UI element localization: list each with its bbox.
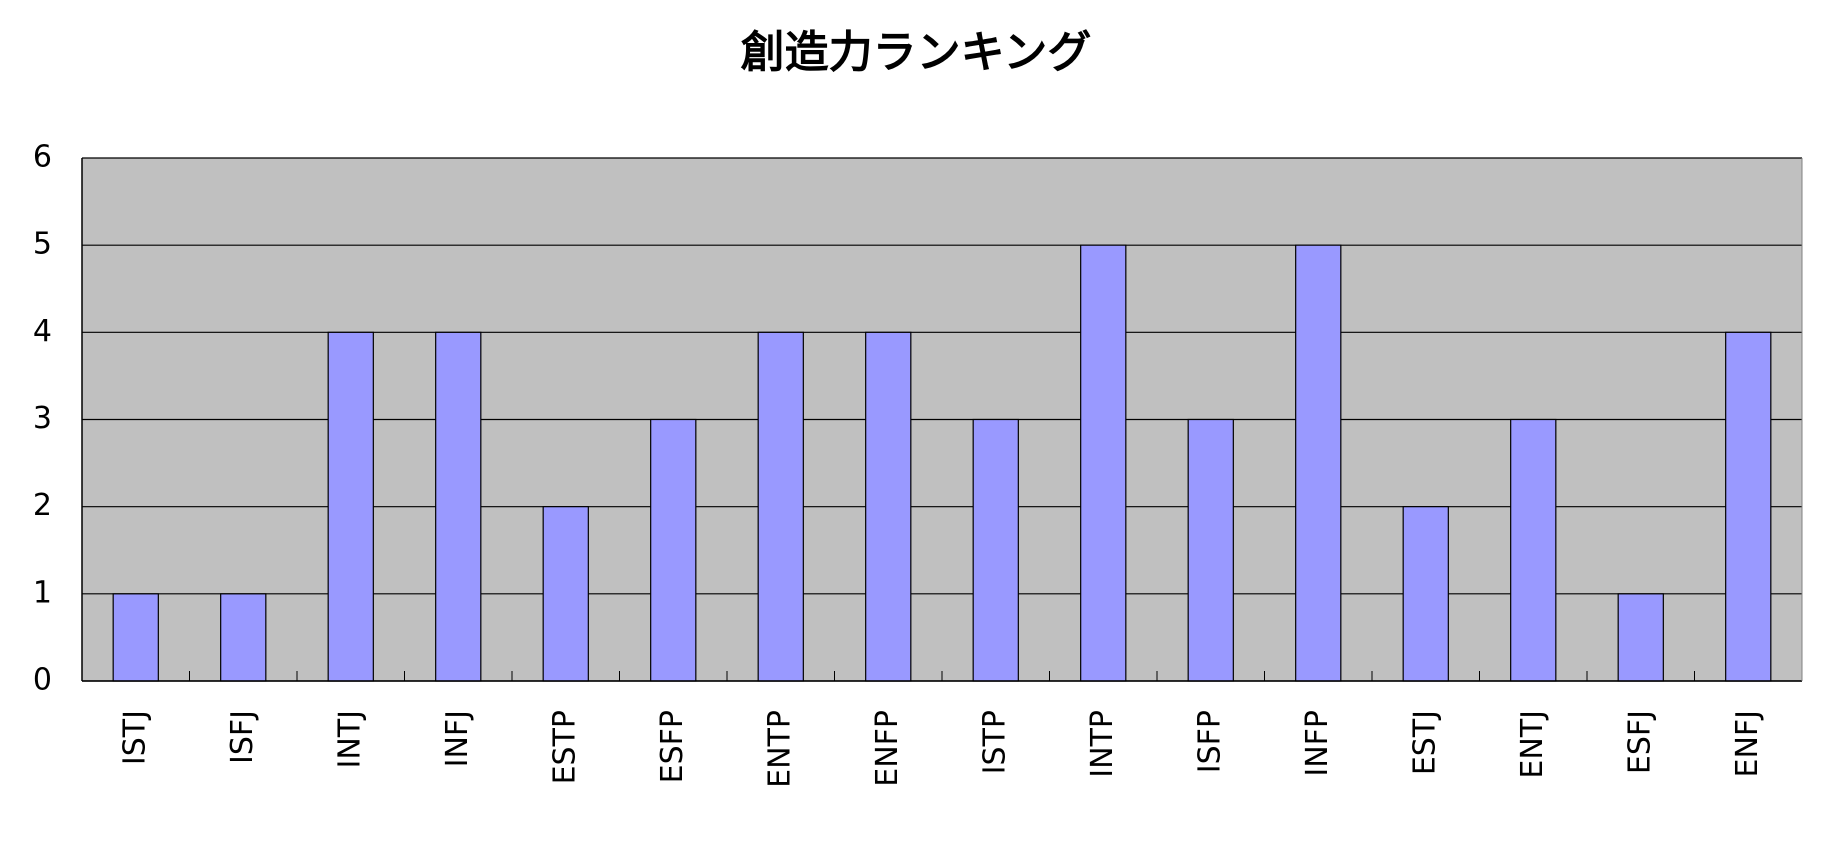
- bar: [972, 418, 1019, 682]
- bar: [112, 593, 159, 682]
- x-tick-label: ISTJ: [117, 710, 152, 765]
- x-tick-label: ENFJ: [1730, 710, 1765, 778]
- x-tick-label: ESFP: [655, 710, 690, 783]
- chart-title: 創造力ランキング: [741, 27, 1092, 78]
- bar: [1510, 418, 1557, 682]
- bar: [650, 418, 697, 682]
- x-tick-label: ISFP: [1192, 710, 1227, 773]
- bar: [1080, 244, 1127, 682]
- x-tick-label: INTJ: [332, 710, 367, 768]
- bar: [1295, 244, 1342, 682]
- y-tick-label: 6: [33, 140, 52, 175]
- x-tick-label: ENTP: [762, 710, 797, 788]
- x-tick-label: ESTJ: [1407, 710, 1442, 775]
- bar: [1725, 331, 1772, 682]
- bar: [865, 331, 912, 682]
- bar: [1402, 506, 1449, 682]
- x-tick-label: INTP: [1085, 710, 1120, 778]
- x-tick-label: ESFJ: [1622, 710, 1657, 774]
- bar: [327, 331, 374, 682]
- bar: [220, 593, 267, 682]
- bar: [757, 331, 804, 682]
- y-tick-label: 5: [33, 227, 52, 262]
- y-tick-label: 2: [33, 488, 52, 523]
- x-tick-label: ISFJ: [225, 710, 260, 764]
- y-tick-label: 3: [33, 401, 52, 436]
- bar: [1617, 593, 1664, 682]
- bar: [1187, 418, 1234, 682]
- x-tick-label: ISTP: [977, 710, 1012, 774]
- y-tick-label: 1: [33, 575, 52, 610]
- y-tick-label: 0: [33, 663, 52, 698]
- x-tick-label: ENFP: [870, 710, 905, 787]
- bar: [542, 506, 589, 682]
- y-tick-label: 4: [33, 314, 52, 349]
- x-tick-label: INFP: [1300, 710, 1335, 777]
- x-tick-label: ESTP: [547, 710, 582, 784]
- x-tick-label: ENTJ: [1515, 710, 1550, 779]
- x-tick-label: INFJ: [440, 710, 475, 767]
- bar: [435, 331, 482, 682]
